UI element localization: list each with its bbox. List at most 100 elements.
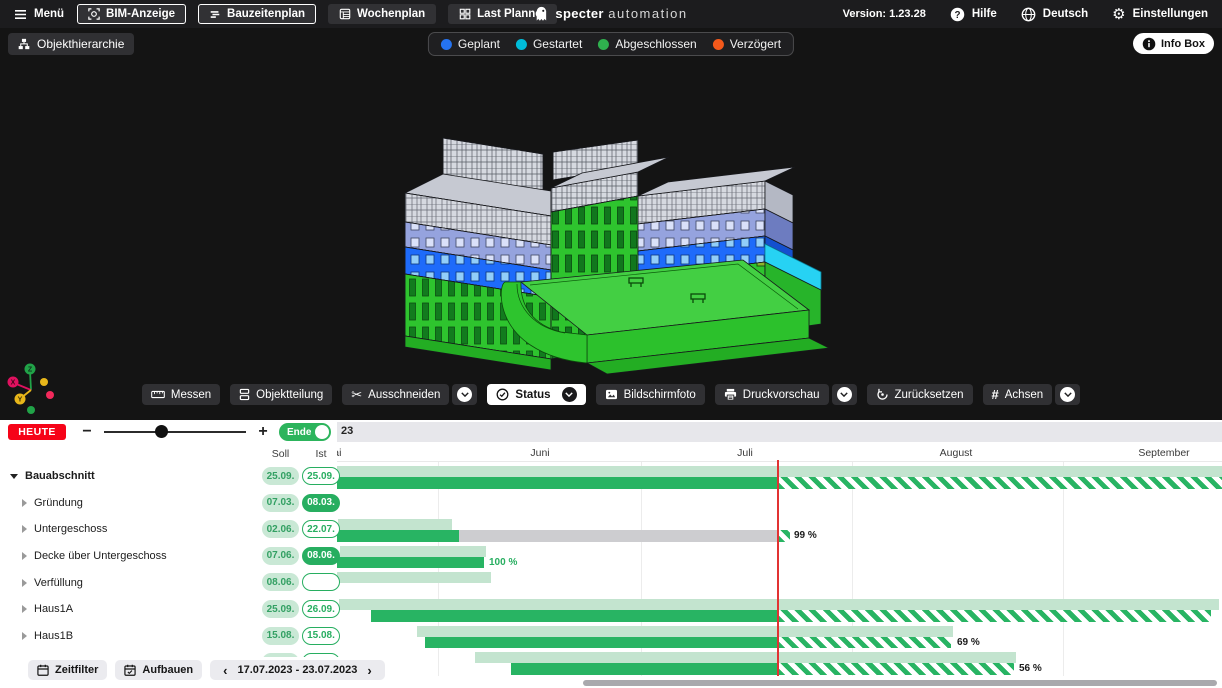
- ist-bar-solid[interactable]: [337, 477, 778, 489]
- soll-date-pill[interactable]: 07.06.: [262, 546, 299, 565]
- soll-bar[interactable]: [339, 599, 1219, 610]
- soll-bar[interactable]: [337, 572, 491, 584]
- horizontal-scrollbar-thumb[interactable]: [583, 680, 1217, 686]
- prev-week-button[interactable]: ‹: [223, 662, 228, 678]
- row-label-haus1a[interactable]: Haus1A: [22, 596, 73, 623]
- tool-button-druckvorschau[interactable]: Druckvorschau: [714, 384, 829, 405]
- tool-button-objektteilung[interactable]: Objektteilung: [230, 384, 333, 405]
- ist-date-pill[interactable]: 25.09.: [302, 467, 340, 485]
- ist-bar-hatch[interactable]: [778, 477, 1222, 489]
- soll-date-pill[interactable]: 25.09.: [262, 467, 299, 485]
- tool-button-achsen[interactable]: # Achsen: [982, 384, 1053, 405]
- svg-text:X: X: [11, 380, 16, 387]
- zoom-out-icon[interactable]: −: [82, 423, 92, 440]
- soll-bar[interactable]: [417, 625, 953, 637]
- tool-button-status[interactable]: Status: [487, 384, 586, 405]
- zoom-in-icon[interactable]: +: [258, 423, 268, 440]
- ist-bar-hatch[interactable]: [778, 636, 951, 649]
- ist-bar-hatch[interactable]: [778, 663, 1014, 675]
- week-number-strip: 23: [337, 422, 1222, 442]
- nav-button-bim-anzeige[interactable]: BIM-Anzeige: [77, 4, 187, 24]
- ruler-icon: [151, 390, 165, 399]
- axes-gizmo[interactable]: Z X Y: [6, 358, 66, 416]
- row-label-untergeschoss[interactable]: Untergeschoss: [22, 516, 107, 543]
- ist-bar-solid[interactable]: [371, 610, 778, 622]
- bim-viewport[interactable]: Z X Y Objekthierarchie Geplant Gestartet A…: [0, 28, 1222, 420]
- row-label-haus1b[interactable]: Haus1B: [22, 623, 73, 650]
- soll-date-pill[interactable]: 07.03.: [262, 493, 299, 512]
- tool-button-ausschneiden[interactable]: ✂ Ausschneiden: [342, 384, 450, 405]
- tool-dropdown-button[interactable]: [452, 384, 478, 405]
- soll-date-pill[interactable]: 08.06.: [262, 573, 299, 592]
- expand-arrow-icon[interactable]: [22, 498, 27, 507]
- ist-date-pill[interactable]: 26.09.: [302, 600, 340, 618]
- soll-date-pill[interactable]: 15.08.: [262, 626, 299, 645]
- tool-button-label: Druckvorschau: [742, 388, 820, 401]
- soll-bar[interactable]: [340, 545, 486, 557]
- tool-button-bildschirmfoto[interactable]: Bildschirmfoto: [595, 384, 705, 405]
- row-label-decke-ber-untergeschoss[interactable]: Decke über Untergeschoss: [22, 543, 167, 570]
- info-box-button[interactable]: Info Box: [1133, 33, 1214, 54]
- ist-bar-solid[interactable]: [425, 636, 778, 649]
- object-hierarchy-button[interactable]: Objekthierarchie: [8, 33, 135, 55]
- ist-date-pill[interactable]: 08.06.: [302, 546, 340, 565]
- collapse-arrow-icon[interactable]: [10, 473, 18, 479]
- nav-button-wochenplan[interactable]: Wochenplan: [328, 4, 437, 24]
- legend-item-geplant[interactable]: Geplant: [440, 37, 500, 51]
- row-label-verf-llung[interactable]: Verfüllung: [22, 569, 83, 596]
- tool-button-messen[interactable]: Messen: [141, 384, 221, 405]
- expand-arrow-icon[interactable]: [22, 631, 27, 640]
- calendar-icon: [37, 664, 49, 676]
- ist-bar-hatch[interactable]: [778, 530, 790, 542]
- ist-bar-solid[interactable]: [337, 556, 484, 569]
- slider-knob[interactable]: [155, 425, 168, 438]
- tool-dropdown-button[interactable]: [1055, 384, 1081, 405]
- row-label-bauabschnitt[interactable]: Bauabschnitt: [10, 463, 95, 490]
- ist-bar-solid[interactable]: [337, 530, 459, 542]
- row-label-gr-ndung[interactable]: Gründung: [22, 490, 83, 517]
- expand-arrow-icon[interactable]: [22, 552, 27, 561]
- ende-toggle[interactable]: Ende: [279, 423, 331, 441]
- screenshot-icon: [605, 389, 618, 400]
- soll-bar[interactable]: [475, 652, 1016, 664]
- aufbauen-button[interactable]: Aufbauen: [115, 660, 203, 680]
- gantt-rows: Bauabschnitt 25.09. 25.09. Gründung 07.03. 08…: [0, 463, 1222, 676]
- zeitfilter-label: Zeitfilter: [55, 664, 99, 676]
- gantt-row: Gründung 07.03. 08.03.: [0, 490, 1222, 517]
- ist-date-pill[interactable]: [302, 573, 340, 592]
- legend-item-abgeschlossen[interactable]: Abgeschlossen: [598, 37, 697, 51]
- ist-bar-hatch[interactable]: [778, 610, 1211, 622]
- ist-bar-solid[interactable]: [511, 663, 778, 675]
- nav-button-last-planner[interactable]: Last Planner: [448, 4, 558, 24]
- ist-bar-gray[interactable]: [459, 530, 778, 542]
- legend-item-gestartet[interactable]: Gestartet: [515, 37, 582, 51]
- tool-dropdown-button[interactable]: [831, 384, 857, 405]
- soll-date-pill[interactable]: 25.09.: [262, 600, 299, 618]
- next-week-button[interactable]: ›: [367, 662, 372, 678]
- slider-track: [104, 431, 246, 433]
- bim-model[interactable]: [393, 104, 865, 410]
- soll-bar[interactable]: [337, 466, 1222, 477]
- tool-dropdown-button[interactable]: [561, 387, 577, 402]
- ist-date-pill[interactable]: 22.07.: [302, 520, 340, 539]
- status-legend: Geplant Gestartet Abgeschlossen Verzögert: [427, 32, 795, 56]
- ist-date-pill[interactable]: 15.08.: [302, 626, 340, 645]
- menu-button[interactable]: Menü: [14, 8, 64, 20]
- expand-arrow-icon[interactable]: [22, 605, 27, 614]
- expand-arrow-icon[interactable]: [22, 578, 27, 587]
- soll-bar[interactable]: [338, 519, 452, 531]
- expand-arrow-icon[interactable]: [22, 525, 27, 534]
- legend-item-verzögert[interactable]: Verzögert: [712, 37, 781, 51]
- soll-date-pill[interactable]: 02.06.: [262, 520, 299, 539]
- topbar-item-hilfe[interactable]: ? Hilfe: [950, 7, 997, 22]
- topbar-item-einstellungen[interactable]: ⚙ Einstellungen: [1112, 7, 1208, 22]
- today-button[interactable]: HEUTE: [8, 424, 66, 440]
- ist-date-pill[interactable]: 08.03.: [302, 493, 340, 512]
- nav-button-label: Last Planner: [477, 8, 547, 20]
- timeline-zoom-slider[interactable]: [104, 421, 246, 443]
- tool-button-zur-cksetzen[interactable]: Zurücksetzen: [866, 384, 973, 405]
- topbar-item-deutsch[interactable]: Deutsch: [1021, 7, 1088, 22]
- zeitfilter-button[interactable]: Zeitfilter: [28, 660, 108, 680]
- nav-button-bauzeitenplan[interactable]: Bauzeitenplan: [198, 4, 316, 24]
- topbar-menu-items: ? Hilfe Deutsch ⚙ Einstellungen: [950, 7, 1208, 22]
